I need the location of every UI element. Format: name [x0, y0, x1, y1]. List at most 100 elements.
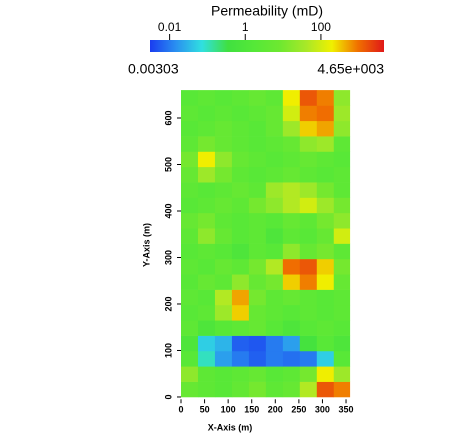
heatmap-cell — [282, 166, 301, 183]
heatmap-cell — [197, 90, 216, 106]
x-axis-title: X-Axis (m) — [208, 422, 253, 432]
heatmap-cell — [316, 243, 335, 260]
heatmap-cell — [197, 120, 216, 137]
heatmap-cell — [316, 381, 335, 398]
x-tick-label: 100 — [221, 405, 236, 415]
heatmap-cell — [265, 182, 284, 198]
heatmap-cell — [181, 151, 199, 168]
heatmap-cell — [231, 335, 250, 352]
heatmap-cell — [333, 228, 351, 244]
heatmap-cell — [197, 366, 216, 382]
heatmap-cell — [197, 289, 216, 306]
heatmap-cell — [231, 243, 250, 260]
heatmap-cell — [316, 151, 335, 168]
heatmap-cell — [231, 304, 250, 321]
heatmap-cell — [299, 320, 318, 336]
heatmap-cell — [299, 166, 318, 183]
heatmap-cell — [265, 381, 284, 398]
heatmap-cell — [181, 274, 199, 290]
y-tick-label: 100 — [163, 343, 173, 358]
heatmap-cell — [316, 304, 335, 321]
heatmap-cell — [248, 197, 267, 214]
heatmap-cell — [265, 366, 284, 382]
heatmap-cell — [316, 274, 335, 290]
heatmap-cell — [316, 197, 335, 214]
heatmap-cell — [299, 335, 318, 352]
heatmap-cell — [282, 289, 301, 306]
heatmap-cell — [214, 350, 233, 367]
heatmap-cell — [282, 320, 301, 336]
heatmap-cell — [333, 120, 351, 137]
heatmap-cell — [248, 366, 267, 382]
heatmap-cell — [265, 258, 284, 275]
heatmap-cell — [248, 243, 267, 260]
heatmap-cell — [265, 320, 284, 336]
heatmap-cell — [248, 151, 267, 168]
heatmap-cell — [231, 120, 250, 137]
heatmap-cell — [181, 197, 199, 214]
heatmap-cell — [214, 90, 233, 106]
heatmap-cell — [333, 258, 351, 275]
heatmap-cell — [265, 289, 284, 306]
heatmap-cell — [214, 120, 233, 137]
heatmap-cell — [333, 166, 351, 183]
y-axis-title: Y-Axis (m) — [141, 223, 151, 267]
heatmap-cell — [299, 243, 318, 260]
colorbar-tick-label: 0.01 — [158, 20, 182, 34]
heatmap-cell — [248, 335, 267, 352]
heatmap-cell — [299, 228, 318, 244]
heatmap-cell — [299, 182, 318, 198]
heatmap-cell — [248, 228, 267, 244]
heatmap-cell — [181, 335, 199, 352]
heatmap-cell — [316, 182, 335, 198]
heatmap-cell — [316, 350, 335, 367]
heatmap-cell — [282, 258, 301, 275]
heatmap-cell — [214, 320, 233, 336]
heatmap-cell — [231, 350, 250, 367]
heatmap-cell — [181, 258, 199, 275]
heatmap-cell — [231, 289, 250, 306]
heatmap-cell — [333, 243, 351, 260]
heatmap-cell — [197, 166, 216, 183]
y-tick-label: 200 — [163, 296, 173, 311]
heatmap-cell — [248, 166, 267, 183]
heatmap-cell — [265, 166, 284, 183]
colorbar-min-label: 0.00303 — [128, 61, 179, 77]
heatmap-cell — [299, 366, 318, 382]
heatmap-cell — [248, 381, 267, 398]
heatmap-cell — [299, 350, 318, 367]
heatmap-cell — [282, 212, 301, 229]
colorbar — [150, 40, 384, 52]
heatmap-cell — [214, 151, 233, 168]
heatmap-cell — [197, 182, 216, 198]
heatmap-cell — [333, 212, 351, 229]
heatmap-cell — [299, 136, 318, 152]
heatmap-cell — [197, 105, 216, 122]
heatmap-cell — [248, 258, 267, 275]
heatmap-cell — [265, 350, 284, 367]
heatmap-cell — [282, 136, 301, 152]
heatmap-cell — [231, 136, 250, 152]
heatmap-cell — [316, 258, 335, 275]
heatmap-cell — [282, 304, 301, 321]
x-tick-label: 50 — [200, 405, 210, 415]
heatmap-cell — [181, 166, 199, 183]
heatmap-cell — [197, 212, 216, 229]
heatmap-cell — [299, 381, 318, 398]
heatmap-cell — [214, 366, 233, 382]
heatmap-cell — [197, 136, 216, 152]
heatmap-cell — [197, 228, 216, 244]
heatmap-cell — [265, 228, 284, 244]
x-tick-label: 150 — [244, 405, 259, 415]
heatmap-cell — [181, 243, 199, 260]
heatmap-cell — [265, 120, 284, 137]
heatmap-cell — [299, 197, 318, 214]
heatmap-cell — [282, 90, 301, 106]
heatmap-cell — [214, 105, 233, 122]
heatmap-cell — [248, 212, 267, 229]
y-tick-label: 300 — [163, 250, 173, 265]
heatmap-cell — [231, 320, 250, 336]
heatmap-cell — [282, 381, 301, 398]
heatmap-cell — [214, 335, 233, 352]
